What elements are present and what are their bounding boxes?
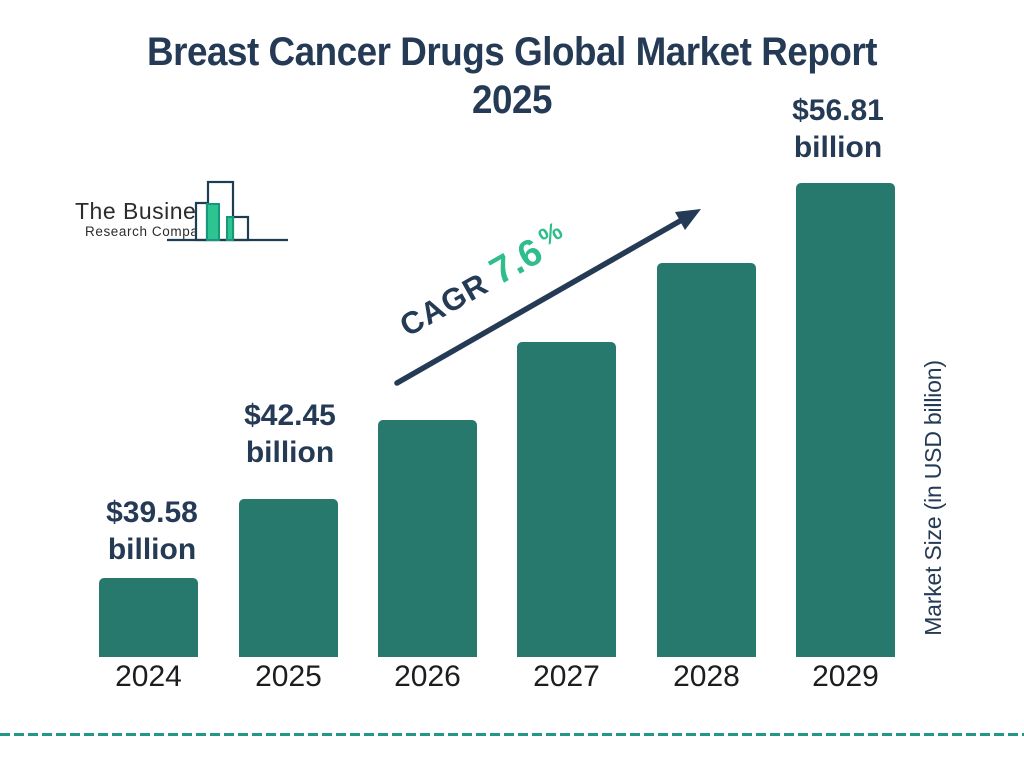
logo-subtitle: Research Company [85,224,214,239]
year-label-2029: 2029 [812,660,879,693]
logo-bars-icon [167,180,288,242]
bar-2026 [378,420,477,657]
y-axis-label: Market Size (in USD billion) [920,360,946,636]
bottom-dashed-divider [0,733,1024,736]
cagr-label: CAGR [393,265,495,344]
cagr-percent-sign: % [534,216,568,253]
year-label-2025: 2025 [255,660,322,693]
company-logo: The Business Research Company [75,178,290,244]
value-label-2029: $56.81 billion [792,94,884,164]
year-label-2028: 2028 [673,660,740,693]
bar-2025 [239,499,338,657]
cagr-value: 7.6 [483,230,550,294]
bar-2029 [796,183,895,657]
page-title: Breast Cancer Drugs Global Market Report… [41,28,983,124]
bar-2024 [99,578,198,657]
value-label-2024: $39.58 billion [106,496,198,566]
bar-2027 [517,342,616,657]
bar-2028 [657,263,756,657]
page-title-line1: Breast Cancer Drugs Global Market Report [146,30,878,74]
page-title-line2: 2025 [471,78,553,122]
value-label-2025: $42.45 billion [244,399,336,469]
year-label-2026: 2026 [394,660,461,693]
year-label-2027: 2027 [533,660,600,693]
year-label-2024: 2024 [115,660,182,693]
